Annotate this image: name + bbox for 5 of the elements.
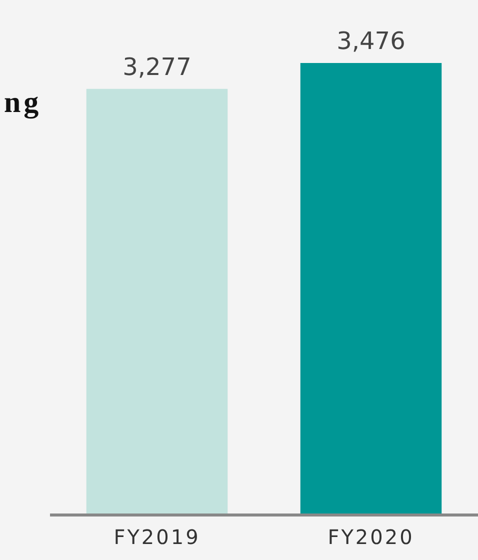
x-tick-label: FY2020 xyxy=(328,525,414,549)
x-tick-label: FY2019 xyxy=(114,525,200,549)
text: ng xyxy=(4,86,42,119)
data-label: 3,476 xyxy=(336,27,406,55)
data-label: 3,277 xyxy=(122,52,192,81)
